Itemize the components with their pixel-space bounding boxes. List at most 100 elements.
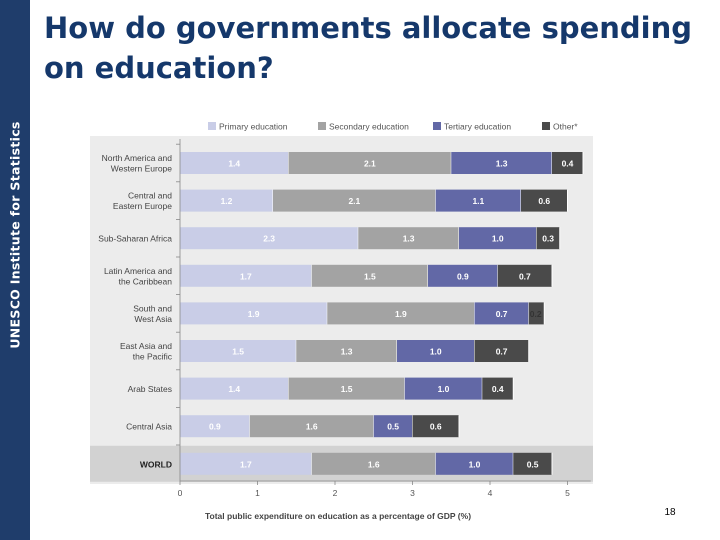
bar-seg-r3-s1	[311, 264, 428, 287]
organization-label: UNESCO Institute for Statistics	[7, 121, 23, 349]
bar-label-r5-s0: 1.5	[232, 347, 244, 357]
bar-seg-r2-s0	[180, 227, 359, 250]
bar-seg-r3-s3	[497, 264, 552, 287]
bar-seg-r5-s3	[474, 340, 529, 362]
category-label-1-0: Central and	[128, 191, 172, 201]
bar-seg-r2-s1	[358, 227, 459, 250]
bar-seg-r5-s0	[180, 340, 297, 362]
bar-seg-r5-s2	[397, 340, 475, 362]
bar-seg-r0-s3	[552, 152, 583, 174]
bar-label-r1-s1: 2.1	[348, 196, 360, 206]
bar-label-r4-s2: 0.7	[496, 309, 508, 319]
x-tick-label-0: 0	[178, 488, 183, 498]
bar-label-r2-s1: 1.3	[403, 234, 415, 244]
category-label-3-0: Latin America and	[104, 266, 172, 276]
legend-label-0: Primary education	[219, 122, 288, 132]
x-tick-label-1: 1	[255, 488, 260, 498]
bar-seg-r1-s2	[435, 189, 521, 212]
bar-seg-r6-s3	[482, 377, 514, 400]
bar-label-r2-s0: 2.3	[263, 234, 275, 244]
bar-label-r8-s1: 1.6	[368, 459, 380, 469]
bar-label-r3-s0: 1.7	[240, 271, 252, 281]
bar-seg-r6-s0	[180, 377, 289, 400]
bar-label-r4-s1: 1.9	[395, 309, 407, 319]
bar-label-r5-s1: 1.3	[341, 347, 353, 357]
category-label-4-1: West Asia	[134, 314, 172, 324]
bar-seg-r0-s0	[180, 152, 289, 174]
category-label-1-1: Eastern Europe	[113, 201, 172, 211]
x-tick-label-3: 3	[410, 488, 415, 498]
bar-label-r5-s2: 1.0	[430, 347, 442, 357]
category-label-0-0: North America and	[102, 153, 173, 163]
bar-seg-r2-s3	[536, 227, 560, 250]
bar-label-r0-s2: 1.3	[496, 159, 508, 169]
bar-label-r0-s1: 2.1	[364, 159, 376, 169]
bar-seg-r3-s2	[428, 264, 498, 287]
bar-label-r3-s1: 1.5	[364, 271, 376, 281]
x-tick-label-4: 4	[488, 488, 493, 498]
x-axis-title: Total public expenditure on education as…	[205, 511, 471, 521]
category-label-6-0: Arab States	[128, 384, 172, 394]
bar-seg-r7-s1	[249, 415, 374, 438]
stacked-bar-chart: Primary education Secondary education Tert…	[90, 122, 593, 521]
category-label-7-0: Central Asia	[126, 422, 172, 432]
x-tick-label-5: 5	[565, 488, 570, 498]
bar-label-r2-s2: 1.0	[492, 234, 504, 244]
bar-seg-r7-s0	[180, 415, 250, 438]
bar-label-r1-s3: 0.6	[538, 196, 550, 206]
bar-label-r4-s3: 0.2	[530, 309, 542, 319]
bar-label-r8-s0: 1.7	[240, 459, 252, 469]
legend-label-3: Other*	[553, 122, 578, 132]
category-label-5-1: the Pacific	[133, 352, 173, 362]
legend-swatch-1	[318, 122, 326, 130]
page-number: 18	[664, 507, 676, 518]
bar-seg-r8-s0	[180, 452, 312, 475]
bar-seg-r7-s2	[373, 415, 413, 438]
bar-label-r6-s0: 1.4	[228, 384, 240, 394]
legend-swatch-2	[433, 122, 441, 130]
legend-label-1: Secondary education	[329, 122, 409, 132]
bar-seg-r1-s1	[273, 189, 436, 212]
x-tick-label-2: 2	[333, 488, 338, 498]
bar-label-r1-s0: 1.2	[221, 196, 233, 206]
bar-label-r3-s3: 0.7	[519, 271, 531, 281]
legend-label-2: Tertiary education	[444, 122, 511, 132]
category-label-3-1: the Caribbean	[119, 276, 173, 286]
bar-seg-r4-s1	[327, 302, 475, 325]
bar-seg-r8-s3	[513, 452, 552, 475]
bar-label-r3-s2: 0.9	[457, 271, 469, 281]
bar-label-r7-s3: 0.6	[430, 422, 442, 432]
bar-label-r8-s3: 0.5	[527, 459, 539, 469]
bar-label-r6-s3: 0.4	[492, 384, 504, 394]
bar-label-r7-s1: 1.6	[306, 422, 318, 432]
bar-seg-r6-s2	[404, 377, 483, 400]
bar-seg-r0-s2	[451, 152, 552, 174]
bar-label-r6-s2: 1.0	[438, 384, 450, 394]
bar-seg-r1-s0	[180, 189, 273, 212]
bar-seg-r5-s1	[296, 340, 397, 362]
bar-seg-r0-s1	[288, 152, 452, 174]
bar-seg-r8-s1	[311, 452, 436, 475]
bar-seg-r8-s2	[435, 452, 514, 475]
category-label-5-0: East Asia and	[120, 341, 172, 351]
bar-seg-r7-s3	[412, 415, 459, 438]
bar-seg-r4-s2	[474, 302, 529, 325]
legend-swatch-3	[542, 122, 550, 130]
slide-title: How do governments allocate spending on …	[44, 11, 693, 85]
bar-seg-r4-s0	[180, 302, 328, 325]
bar-label-r1-s2: 1.1	[472, 196, 484, 206]
sidebar-band: UNESCO Institute for Statistics	[0, 0, 30, 540]
bar-seg-r1-s3	[521, 189, 568, 212]
bar-seg-r4-s3	[528, 302, 545, 325]
category-label-8-0: WORLD	[140, 459, 172, 469]
bar-seg-r3-s0	[180, 264, 312, 287]
bar-label-r7-s2: 0.5	[387, 422, 399, 432]
bar-label-r5-s3: 0.7	[496, 347, 508, 357]
legend-swatch-0	[208, 122, 216, 130]
bar-seg-r2-s2	[459, 227, 537, 250]
bar-label-r6-s1: 1.5	[341, 384, 353, 394]
bar-label-r7-s0: 0.9	[209, 422, 221, 432]
category-label-2-0: Sub-Saharan Africa	[98, 234, 172, 244]
bar-label-r8-s2: 1.0	[469, 459, 481, 469]
category-label-0-1: Western Europe	[111, 164, 173, 174]
